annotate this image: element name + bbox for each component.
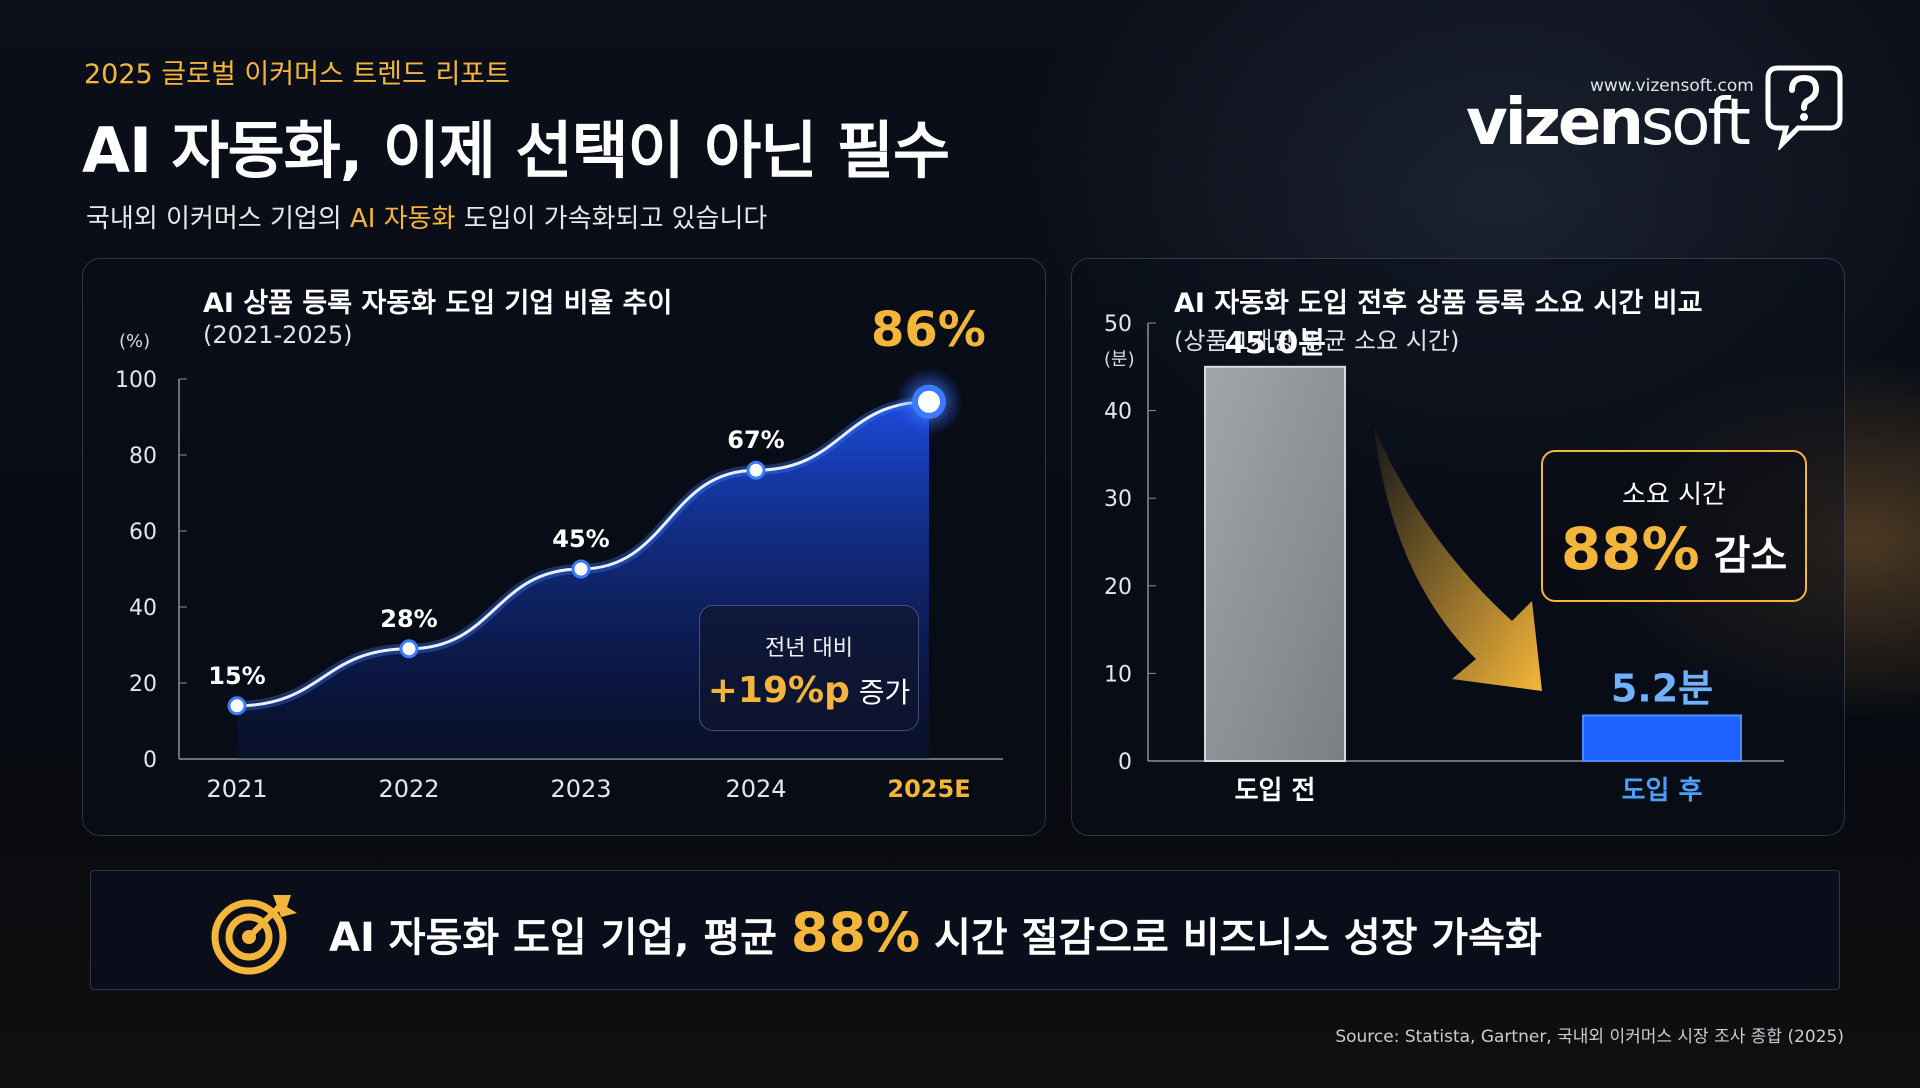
yoy-callout: 전년 대비 +19%p 증가 [699,605,919,731]
bar-value-label: 45.0분 [1224,326,1326,361]
y-tick-label: 20 [129,672,157,697]
left-chart-title: AI 상품 등록 자동화 도입 기업 비율 추이 [203,288,673,319]
summary-text-post: 시간 절감으로 비즈니스 성장 가속화 [920,915,1542,961]
logo-brand: vizensoft [1466,86,1751,160]
reduction-callout-suffix: 감소 [1699,533,1788,579]
yoy-callout-suffix: 증가 [849,676,911,709]
logo-brand-light: soft [1640,86,1751,160]
logo-brand-bold: vizen [1466,86,1644,160]
data-point-highlight [912,384,946,419]
data-label: 28% [380,605,437,633]
summary-text-pre: AI 자동화 도입 기업, 평균 [329,915,791,961]
left-chart-subtitle: (2021-2025) [203,321,353,349]
data-label: 45% [552,525,609,553]
target-icon [211,895,297,975]
subtitle-pre: 국내외 이커머스 기업의 [86,204,350,234]
summary-text: AI 자동화 도입 기업, 평균 88% 시간 절감으로 비즈니스 성장 가속화 [329,901,1542,964]
right-chart-unit: (분) [1104,349,1135,370]
y-tick-label: 30 [1104,487,1132,512]
curved-arrow-icon [1374,427,1542,691]
y-tick-label: 0 [143,748,157,773]
x-tick-label: 2025E [887,775,970,803]
data-point [399,639,419,659]
logo-url: www.vizensoft.com [1590,76,1754,96]
y-tick-label: 60 [129,520,157,545]
question-bubble-icon [1765,65,1843,150]
y-tick-label: 50 [1104,312,1132,337]
summary-banner: AI 자동화 도입 기업, 평균 88% 시간 절감으로 비즈니스 성장 가속화 [90,870,1840,990]
y-tick-label: 40 [1104,400,1132,425]
y-tick-label: 10 [1104,662,1132,687]
source-note: Source: Statista, Gartner, 국내외 이커머스 시장 조… [1335,1027,1844,1047]
summary-highlight: 88% [790,901,921,964]
data-point [571,559,591,579]
x-tick-label: 2023 [550,775,611,803]
yoy-callout-value: +19%p [707,670,850,711]
x-tick-label: 2021 [206,775,267,803]
y-tick-label: 100 [115,368,157,393]
data-point [746,460,766,480]
data-label: 15% [208,662,265,690]
bar-before [1204,365,1346,763]
y-tick-label: 40 [129,596,157,621]
right-chart-subtitle: (상품 1개당 평균 소요 시간) [1174,327,1460,355]
page-title: AI 자동화, 이제 선택이 아닌 필수 [82,114,950,187]
x-tick-label: 2024 [725,775,786,803]
reduction-callout-value-line: 88% 감소 [1543,515,1805,583]
reduction-callout: 소요 시간 88% 감소 [1541,450,1807,602]
data-point [227,696,247,716]
yoy-callout-value-line: +19%p 증가 [700,670,918,711]
x-category-label: 도입 후 [1622,776,1703,806]
reduction-callout-value: 88% [1560,515,1700,583]
adoption-rate-panel: AI 상품 등록 자동화 도입 기업 비율 추이 (2021-2025) (%)… [82,258,1046,836]
y-tick-label: 80 [129,444,157,469]
right-chart-title: AI 자동화 도입 전후 상품 등록 소요 시간 비교 [1174,288,1703,319]
subtitle-highlight: AI 자동화 [350,204,456,234]
reduction-callout-label: 소요 시간 [1622,480,1726,510]
highlight-value-label: 86% [871,301,986,358]
subtitle-post: 도입이 가속화되고 있습니다 [455,204,768,234]
data-label: 67% [727,426,784,454]
x-tick-label: 2022 [378,775,439,803]
yoy-callout-label: 전년 대비 [765,636,853,661]
bar-after [1582,714,1742,762]
left-chart-unit: (%) [119,331,151,352]
time-comparison-panel: AI 자동화 도입 전후 상품 등록 소요 시간 비교 (상품 1개당 평균 소… [1071,258,1845,836]
bar-value-label: 5.2분 [1611,666,1713,710]
y-tick-label: 20 [1104,575,1132,600]
report-eyebrow: 2025 글로벌 이커머스 트렌드 리포트 [84,59,510,90]
x-category-label: 도입 전 [1235,776,1316,806]
page-subtitle: 국내외 이커머스 기업의 AI 자동화 도입이 가속화되고 있습니다 [86,198,767,235]
vizensoft-logo: www.vizensoft.com vizensoft [1466,64,1856,164]
y-tick-label: 0 [1118,750,1132,775]
